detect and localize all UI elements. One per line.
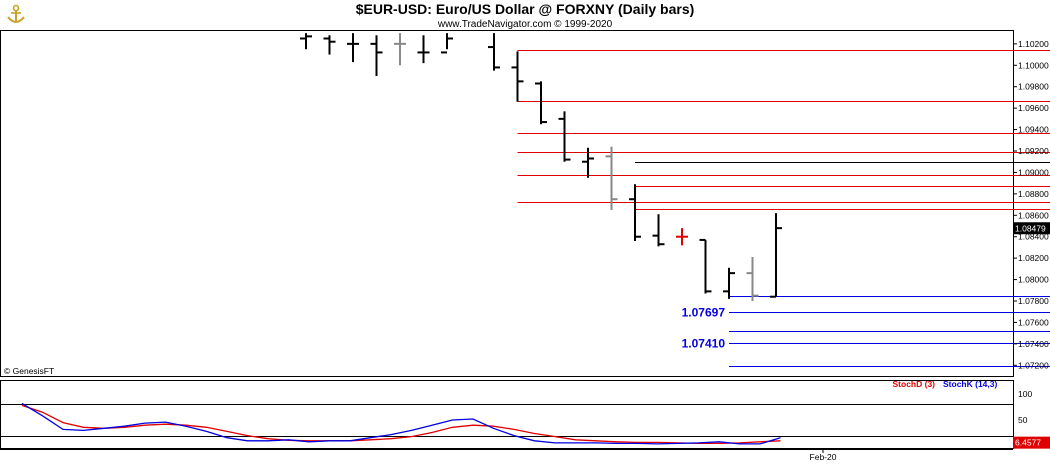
ohlc-bar xyxy=(676,228,688,246)
y-tick-label: 1.09800 xyxy=(1018,82,1049,92)
y-tick-label: 1.07200 xyxy=(1018,360,1049,370)
y-tick-label: 1.08800 xyxy=(1018,189,1049,199)
ohlc-bar xyxy=(770,213,782,298)
ohlc-bar xyxy=(535,81,547,125)
y-tick-label: 1.08000 xyxy=(1018,275,1049,285)
ohlc-bar xyxy=(370,35,383,76)
y-tick-label: 1.08400 xyxy=(1018,232,1049,242)
stoch-current-label: 6.4577 xyxy=(1015,438,1041,448)
x-tick-label: Feb-20 xyxy=(810,452,837,462)
ohlc-bar xyxy=(652,214,665,247)
stoch-series-line xyxy=(21,402,781,445)
level-label: 1.07697 xyxy=(682,306,726,320)
stoch-current-tag xyxy=(1013,436,1050,449)
y-tick-label: 1.09600 xyxy=(1018,103,1049,113)
stoch-legend-d: StochD (3) xyxy=(893,379,936,389)
y-tick-label: 1.10000 xyxy=(1018,60,1049,70)
ohlc-bar xyxy=(582,147,594,178)
ohlc-bar xyxy=(511,51,524,102)
levels-layer: 1.101381.096641.093691.091941.089721.087… xyxy=(517,50,1050,367)
y-tick-label: 1.08600 xyxy=(1018,210,1049,220)
price-panel-frame xyxy=(0,30,1014,377)
ohlc-bar xyxy=(488,33,500,71)
ohlc-bar xyxy=(394,33,406,66)
x-axis: Feb-20Mar-20 xyxy=(810,449,837,462)
stochastic-panel: StochD (3) StochK (14,3) 100 50 6.4577 xyxy=(0,379,1050,449)
price-bars xyxy=(300,33,782,301)
level-label: 1.07410 xyxy=(682,337,726,351)
ohlc-bar xyxy=(300,33,312,50)
y-tick-label: 1.07800 xyxy=(1018,296,1049,306)
y-tick-label: 1.07600 xyxy=(1018,317,1049,327)
ohlc-bar xyxy=(629,184,641,241)
ohlc-bar xyxy=(558,111,571,162)
chart-subtitle: www.TradeNavigator.com © 1999-2020 xyxy=(437,19,613,30)
ohlc-bar xyxy=(417,35,430,64)
stoch-series-line xyxy=(21,404,781,445)
golden-anchor-logo-icon[interactable] xyxy=(7,4,25,23)
chart-header: $EUR-USD: Euro/US Dollar @ FORXNY (Daily… xyxy=(7,1,695,30)
y-tick-label: 1.07400 xyxy=(1018,339,1049,349)
y-tick-label: 1.09000 xyxy=(1018,167,1049,177)
current-price-tag xyxy=(1013,222,1050,235)
ohlc-bar xyxy=(323,35,336,55)
y-tick-label: 1.10200 xyxy=(1018,39,1049,49)
stoch-panel-frame xyxy=(0,380,1014,449)
ohlc-bar xyxy=(605,146,618,210)
price-y-axis: 1.10200 1.10000 1.09800 1.09600 1.09400 1.092… xyxy=(1013,39,1050,370)
ohlc-bar xyxy=(746,257,759,301)
stoch-legend-k: StochK (14,3) xyxy=(943,379,997,389)
chart-title: $EUR-USD: Euro/US Dollar @ FORXNY (Daily… xyxy=(356,1,695,17)
y-tick-label: 1.09400 xyxy=(1018,125,1049,135)
ohlc-bar xyxy=(723,267,735,299)
ohlc-bar xyxy=(347,33,359,63)
y-tick-label: 1.08200 xyxy=(1018,253,1049,263)
stoch-y-tick-label: 50 xyxy=(1018,415,1028,425)
watermark-text: © GenesisFT xyxy=(4,366,54,376)
y-tick-label: 1.09200 xyxy=(1018,146,1049,156)
current-price-label: 1.08479 xyxy=(1015,223,1046,233)
ohlc-bar xyxy=(699,238,712,294)
ohlc-bar xyxy=(441,33,453,54)
stoch-y-tick-label: 100 xyxy=(1018,389,1032,399)
